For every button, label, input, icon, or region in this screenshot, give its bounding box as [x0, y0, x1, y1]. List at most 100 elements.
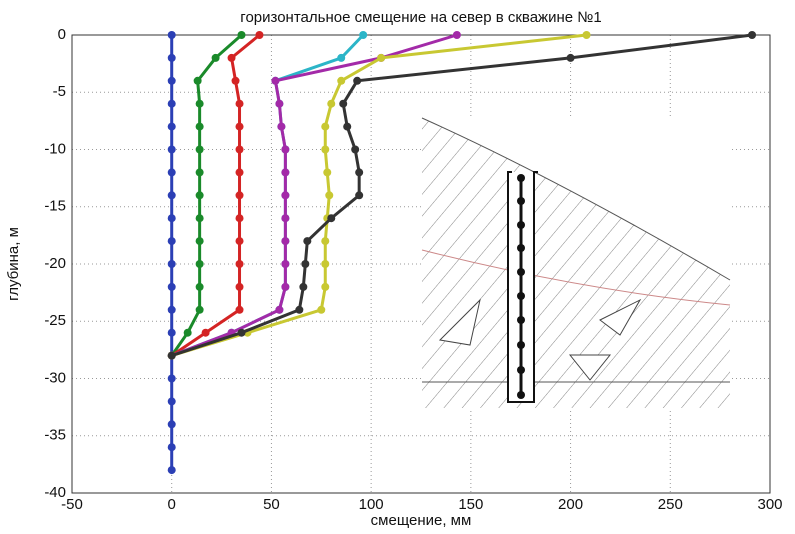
data-point	[167, 466, 176, 475]
data-point	[353, 76, 362, 85]
data-point	[167, 145, 176, 154]
data-point	[377, 53, 386, 62]
data-point	[195, 168, 204, 177]
data-point	[195, 237, 204, 246]
data-point	[167, 397, 176, 406]
data-point	[281, 214, 290, 223]
data-point	[281, 145, 290, 154]
data-point	[748, 31, 757, 39]
x-tick-label: 50	[263, 496, 280, 513]
y-tick-label: -5	[53, 83, 66, 100]
data-point	[323, 168, 332, 177]
data-point	[355, 168, 364, 177]
data-point	[339, 99, 348, 108]
data-point	[337, 53, 346, 62]
data-point	[281, 282, 290, 291]
data-point	[237, 31, 246, 39]
data-point	[337, 76, 346, 85]
data-point	[271, 76, 280, 85]
data-point	[281, 168, 290, 177]
data-point	[582, 31, 591, 39]
data-point	[193, 76, 202, 85]
data-point	[255, 31, 264, 39]
y-tick-label: -10	[44, 140, 66, 157]
data-point	[321, 145, 330, 154]
data-point	[231, 76, 240, 85]
data-point	[327, 99, 336, 108]
x-tick-label: 0	[168, 496, 176, 513]
data-point	[211, 53, 220, 62]
data-point	[167, 420, 176, 429]
data-point	[235, 145, 244, 154]
x-tick-label: 200	[558, 496, 583, 513]
inset-diagram	[421, 117, 731, 408]
data-point	[299, 282, 308, 291]
data-point	[275, 305, 284, 314]
data-point	[235, 191, 244, 200]
plot-frame	[71, 34, 771, 494]
data-point	[295, 305, 304, 314]
data-point	[183, 328, 192, 337]
data-point	[167, 99, 176, 108]
data-point	[277, 122, 286, 131]
data-point	[321, 282, 330, 291]
data-point	[281, 191, 290, 200]
data-point	[195, 305, 204, 314]
data-point	[195, 191, 204, 200]
data-point	[303, 237, 312, 246]
data-point	[167, 53, 176, 62]
data-point	[281, 237, 290, 246]
data-point	[235, 305, 244, 314]
x-axis-label: смещение, мм	[371, 512, 472, 529]
x-tick-label: 100	[359, 496, 384, 513]
data-point	[566, 53, 575, 62]
data-point	[195, 145, 204, 154]
x-tick-label: -50	[61, 496, 83, 513]
data-point	[317, 305, 326, 314]
data-point	[167, 168, 176, 177]
data-point	[343, 122, 352, 131]
data-point	[327, 214, 336, 223]
data-point	[227, 53, 236, 62]
data-point	[195, 214, 204, 223]
y-tick-label: -25	[44, 312, 66, 329]
data-point	[235, 99, 244, 108]
y-axis-label: глубина, м	[5, 227, 22, 301]
y-tick-label: -15	[44, 198, 66, 215]
data-point	[237, 328, 246, 337]
y-tick-label: -40	[44, 484, 66, 501]
data-point	[235, 168, 244, 177]
data-point	[301, 260, 310, 268]
data-point	[275, 99, 284, 108]
x-tick-label: 300	[757, 496, 782, 513]
data-point	[201, 328, 210, 337]
data-point	[195, 99, 204, 108]
data-point	[167, 282, 176, 291]
y-tick-label: -30	[44, 369, 66, 386]
x-tick-label: 250	[658, 496, 683, 513]
data-point	[235, 122, 244, 131]
data-point	[321, 122, 330, 131]
data-point	[167, 443, 176, 452]
y-tick-label: -20	[44, 255, 66, 272]
data-point	[167, 31, 176, 39]
data-point	[195, 122, 204, 131]
data-point	[235, 214, 244, 223]
data-point	[167, 351, 176, 360]
data-point	[235, 260, 244, 268]
data-point	[195, 260, 204, 268]
series	[167, 31, 757, 475]
x-tick-label: 150	[458, 496, 483, 513]
data-point	[325, 191, 334, 200]
data-point	[321, 237, 330, 246]
data-point	[167, 76, 176, 85]
data-point	[167, 122, 176, 131]
data-point	[167, 374, 176, 383]
data-point	[321, 260, 330, 268]
series-line	[171, 33, 458, 358]
chart-title: горизонтальное смещение на север в скваж…	[240, 9, 601, 26]
data-point	[452, 31, 461, 39]
y-tick-label: -35	[44, 427, 66, 444]
data-point	[281, 260, 290, 268]
